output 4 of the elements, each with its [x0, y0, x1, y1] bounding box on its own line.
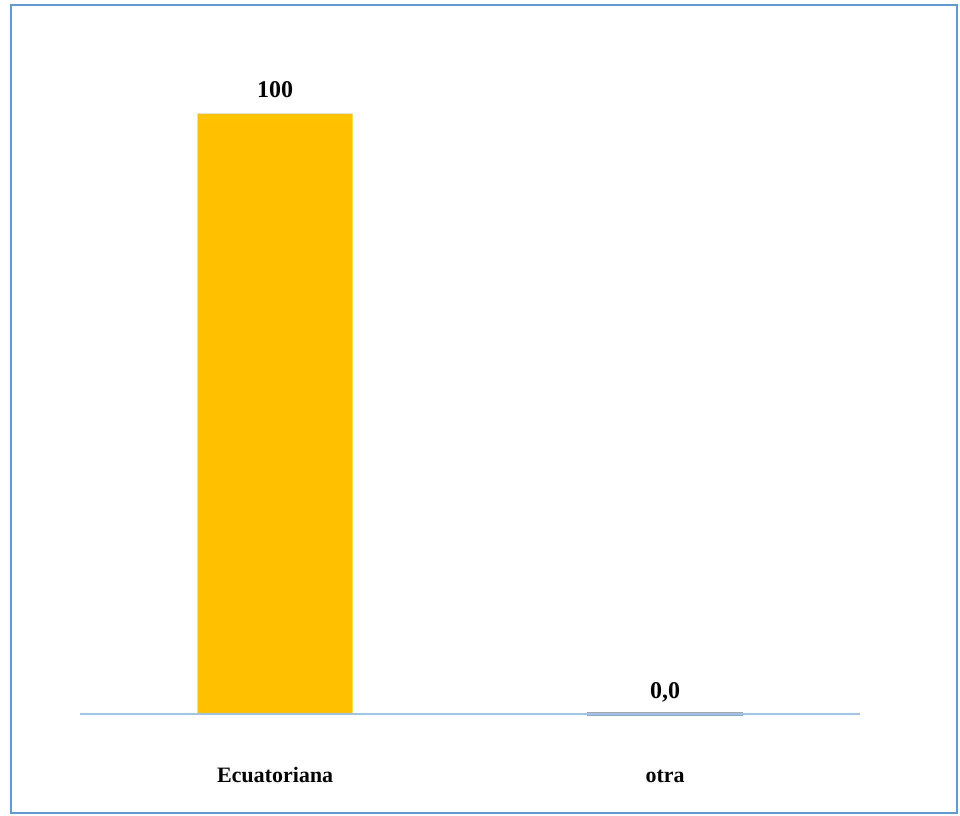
data-label: 100 — [257, 77, 293, 103]
x-tick-label: otra — [645, 762, 685, 787]
data-label: 0,0 — [650, 678, 680, 704]
x-tick-label: Ecuatoriana — [216, 762, 334, 787]
